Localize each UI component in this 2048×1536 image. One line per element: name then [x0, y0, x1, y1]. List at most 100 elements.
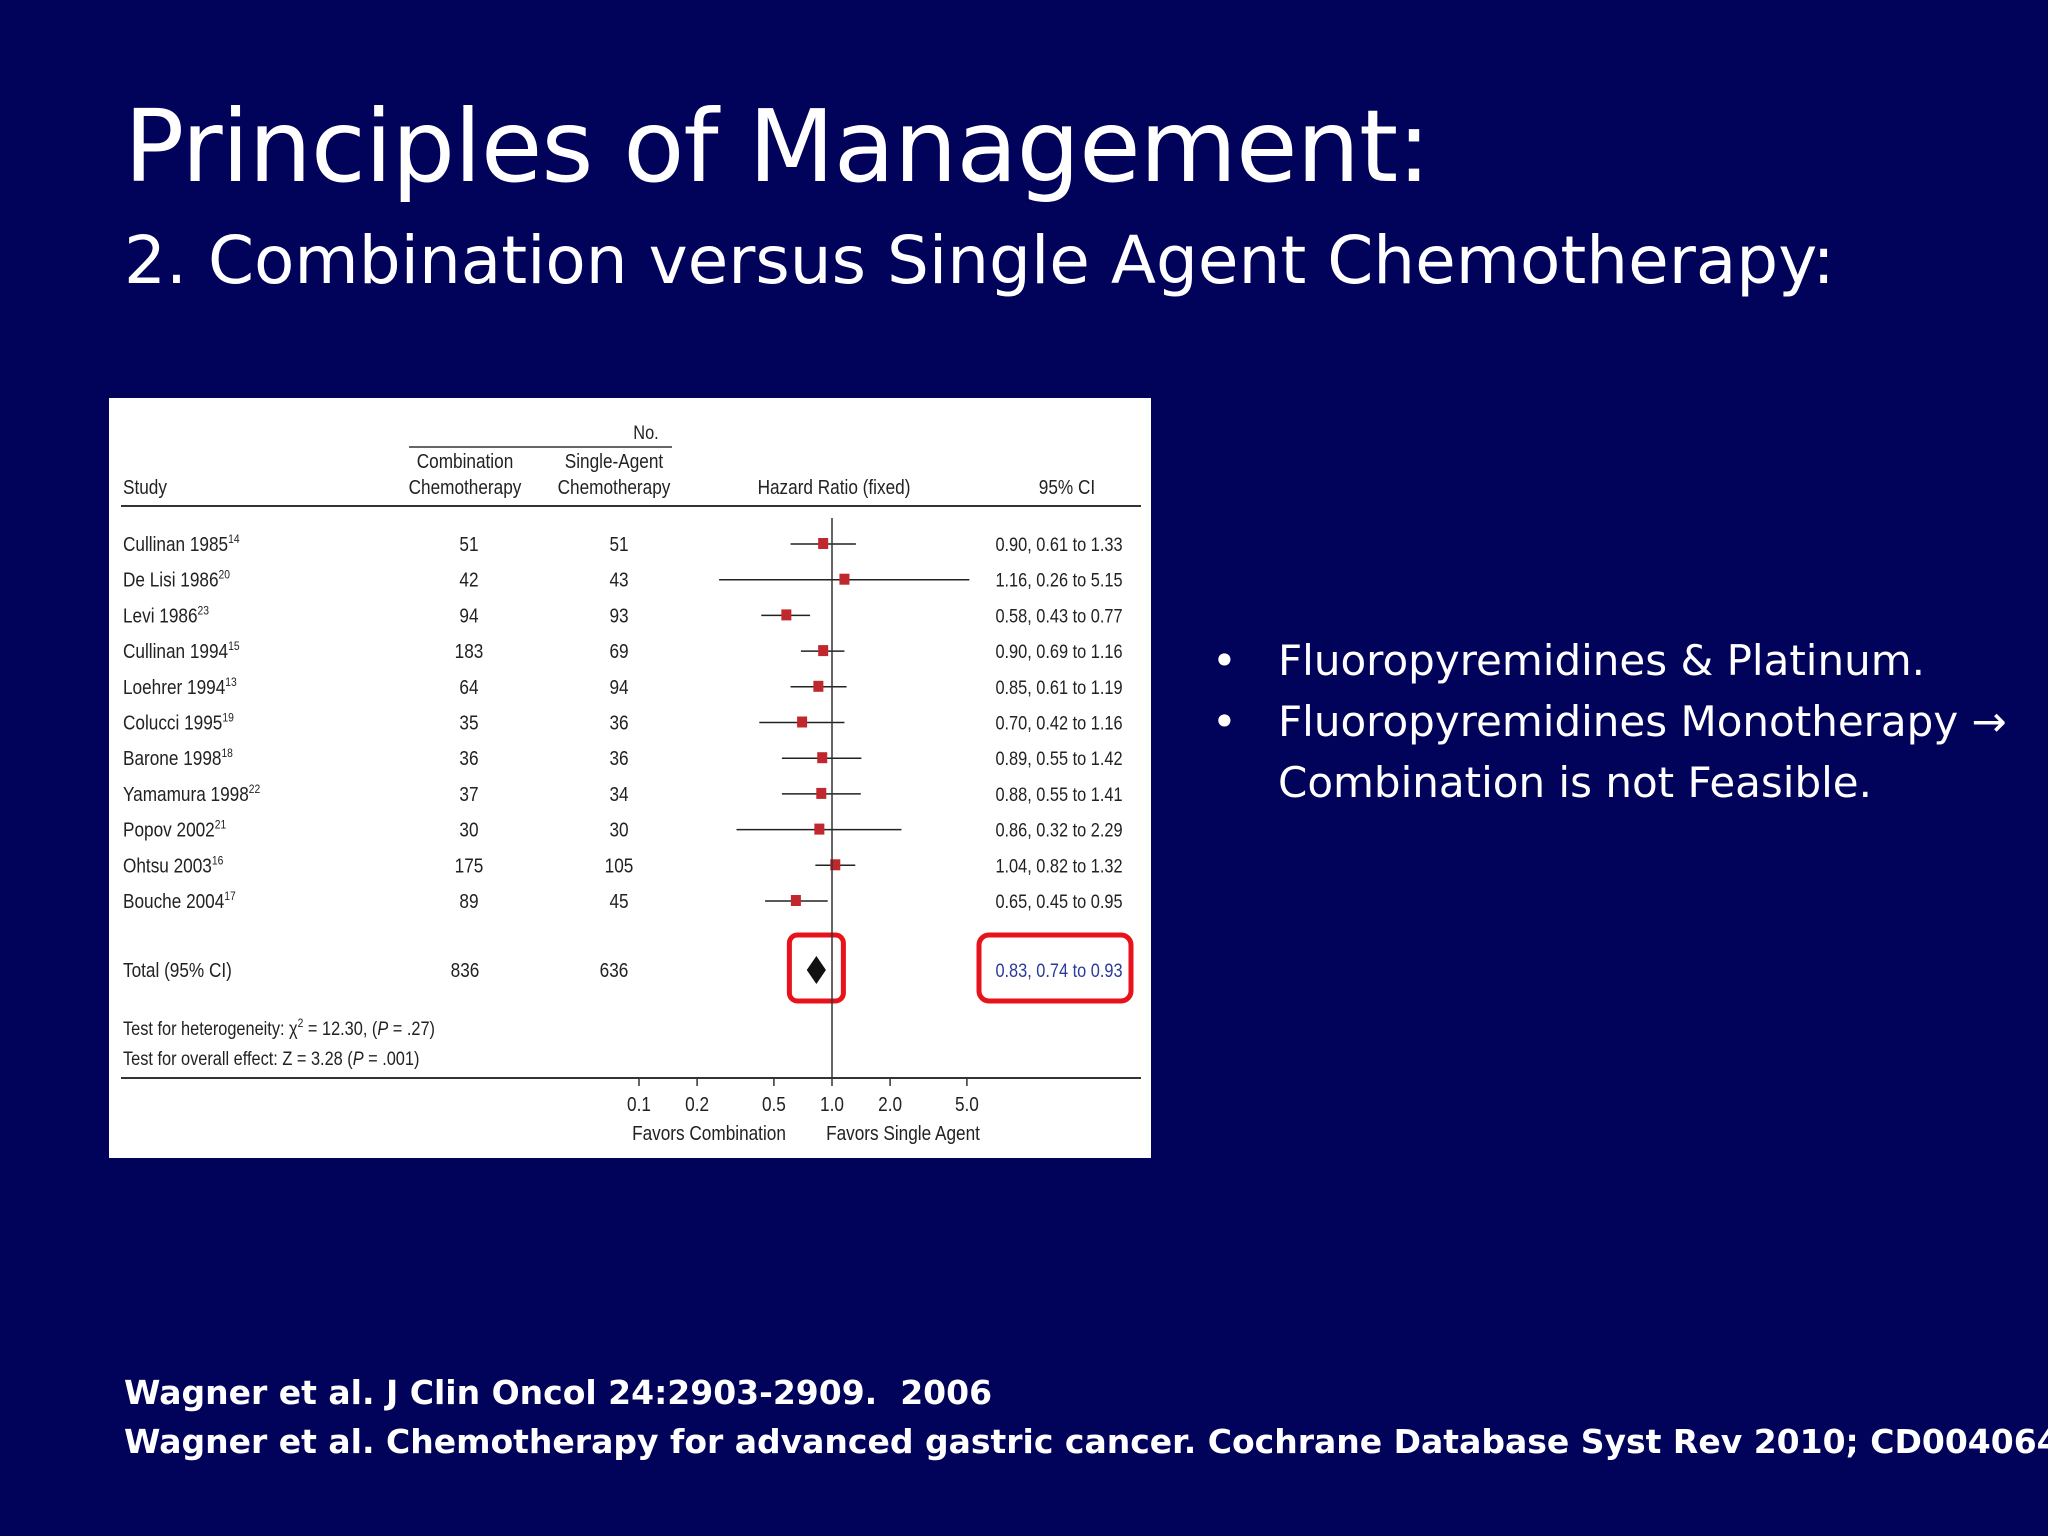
combination-n: 36	[459, 747, 478, 770]
hr-marker	[816, 787, 827, 799]
total-combination-n: 836	[451, 959, 480, 982]
test-heterogeneity: Test for heterogeneity: χ2 = 12.30, (P =…	[123, 1017, 435, 1039]
study-name: Levi 198623	[123, 604, 209, 627]
forest-plot: No. Combination Chemotherapy Single-Agent Ch…	[121, 422, 1141, 1145]
single-n: 36	[609, 711, 628, 734]
study-ref: 18	[221, 748, 232, 761]
study-name: De Lisi 198620	[123, 568, 230, 591]
ci-text: 0.90, 0.69 to 1.16	[995, 641, 1122, 662]
x-tick-label: 5.0	[955, 1093, 979, 1116]
x-label-right: Favors Single Agent	[826, 1122, 981, 1145]
test-part: χ	[289, 1018, 298, 1039]
ci-text: 0.85, 0.61 to 1.19	[995, 677, 1122, 698]
slide-subtitle: 2. Combination versus Single Agent Chemo…	[124, 222, 1835, 299]
hr-marker	[830, 859, 841, 871]
study-ref: 23	[198, 605, 209, 618]
x-tick-label: 2.0	[878, 1093, 902, 1116]
study-name: Colucci 199519	[123, 711, 234, 734]
total-single-n: 636	[600, 959, 629, 982]
total-diamond	[806, 956, 826, 984]
single-n: 34	[609, 783, 628, 806]
study-ref: 19	[222, 712, 233, 725]
hr-marker	[814, 823, 825, 835]
combination-n: 42	[459, 568, 478, 591]
bullet-item: • Fluoropyremidines & Platinum.	[1208, 630, 2028, 691]
study-ref: 20	[219, 569, 230, 582]
bullet-marker: •	[1212, 636, 1237, 685]
combination-n: 30	[459, 818, 478, 841]
ci-text: 0.58, 0.43 to 0.77	[995, 605, 1122, 626]
header-combination: Chemotherapy	[409, 476, 522, 499]
x-tick-label: 0.5	[762, 1093, 786, 1116]
header-hr: Hazard Ratio (fixed)	[758, 476, 911, 499]
highlight-box-ci	[976, 932, 1134, 1004]
bullet-list: • Fluoropyremidines & Platinum. • Fluoro…	[1208, 630, 2028, 813]
x-tick-label: 1.0	[820, 1093, 844, 1116]
test-part: 2	[298, 1017, 304, 1030]
study-name: Ohtsu 200316	[123, 854, 223, 877]
study-name: Popov 200221	[123, 818, 226, 841]
single-n: 45	[609, 890, 628, 913]
total-name: Total (95% CI)	[123, 959, 232, 982]
hr-marker	[818, 645, 829, 657]
bullet-item: • Fluoropyremidines Monotherapy → Combin…	[1208, 691, 2028, 813]
combination-n: 175	[455, 854, 484, 877]
slide-title: Principles of Management:	[124, 88, 1431, 205]
test-part: P	[353, 1048, 364, 1069]
hr-marker	[818, 538, 829, 549]
hr-marker	[839, 573, 850, 585]
ci-text: 0.88, 0.55 to 1.41	[995, 784, 1122, 805]
combination-n: 35	[459, 711, 478, 734]
total-ci-text: 0.83, 0.74 to 0.93	[995, 960, 1122, 981]
reference-line: Wagner et al. Chemotherapy for advanced …	[124, 1422, 2048, 1461]
study-name: Loehrer 199413	[123, 676, 237, 699]
hr-marker	[797, 716, 808, 728]
hr-marker	[813, 680, 824, 692]
header-no: No.	[633, 422, 658, 443]
ci-text: 1.04, 0.82 to 1.32	[995, 855, 1122, 876]
bullet-text: Fluoropyremidines & Platinum.	[1278, 636, 1925, 685]
study-name: Yamamura 199822	[123, 783, 260, 806]
forest-plot-figure: No. Combination Chemotherapy Single-Agent Ch…	[109, 398, 1151, 1158]
header-ci: 95% CI	[1039, 476, 1095, 499]
study-name: Barone 199818	[123, 747, 233, 770]
x-tick-label: 0.2	[685, 1093, 709, 1116]
combination-n: 89	[459, 890, 478, 913]
study-ref: 17	[224, 890, 235, 903]
study-name: Cullinan 199415	[123, 640, 240, 663]
combination-n: 94	[459, 604, 478, 627]
test-part: P	[377, 1018, 388, 1039]
combination-n: 51	[459, 533, 478, 556]
header-single: Single-Agent	[565, 450, 664, 473]
header-combination: Combination	[417, 450, 514, 473]
study-ref: 13	[225, 676, 236, 689]
hr-marker	[790, 895, 801, 906]
ci-text: 0.86, 0.32 to 2.29	[995, 819, 1122, 840]
bullet-text: Fluoropyremidines Monotherapy → Combinat…	[1278, 697, 2007, 807]
single-n: 105	[605, 854, 634, 877]
single-n: 94	[609, 676, 628, 699]
combination-n: 183	[455, 640, 484, 663]
test-part: = .001)	[364, 1048, 420, 1069]
header-single: Chemotherapy	[558, 476, 671, 499]
study-name: Bouche 200417	[123, 890, 236, 913]
study-ref: 14	[228, 533, 239, 546]
study-ref: 22	[249, 783, 260, 796]
single-n: 30	[609, 818, 628, 841]
single-n: 93	[609, 604, 628, 627]
x-tick-label: 0.1	[627, 1093, 651, 1116]
ci-text: 0.90, 0.61 to 1.33	[995, 534, 1122, 555]
combination-n: 64	[459, 676, 478, 699]
hr-marker	[781, 609, 792, 621]
ci-text: 0.70, 0.42 to 1.16	[995, 712, 1122, 733]
single-n: 43	[609, 568, 628, 591]
single-n: 51	[609, 533, 628, 556]
test-overall: Test for overall effect: Z = 3.28 (P = .…	[123, 1048, 419, 1069]
ci-text: 0.89, 0.55 to 1.42	[995, 748, 1122, 769]
study-ref: 15	[228, 640, 239, 653]
study-ref: 21	[215, 819, 226, 832]
ci-text: 0.65, 0.45 to 0.95	[995, 891, 1122, 912]
test-part: = 12.30, (	[303, 1018, 377, 1039]
x-label-left: Favors Combination	[632, 1122, 786, 1145]
combination-n: 37	[459, 783, 478, 806]
